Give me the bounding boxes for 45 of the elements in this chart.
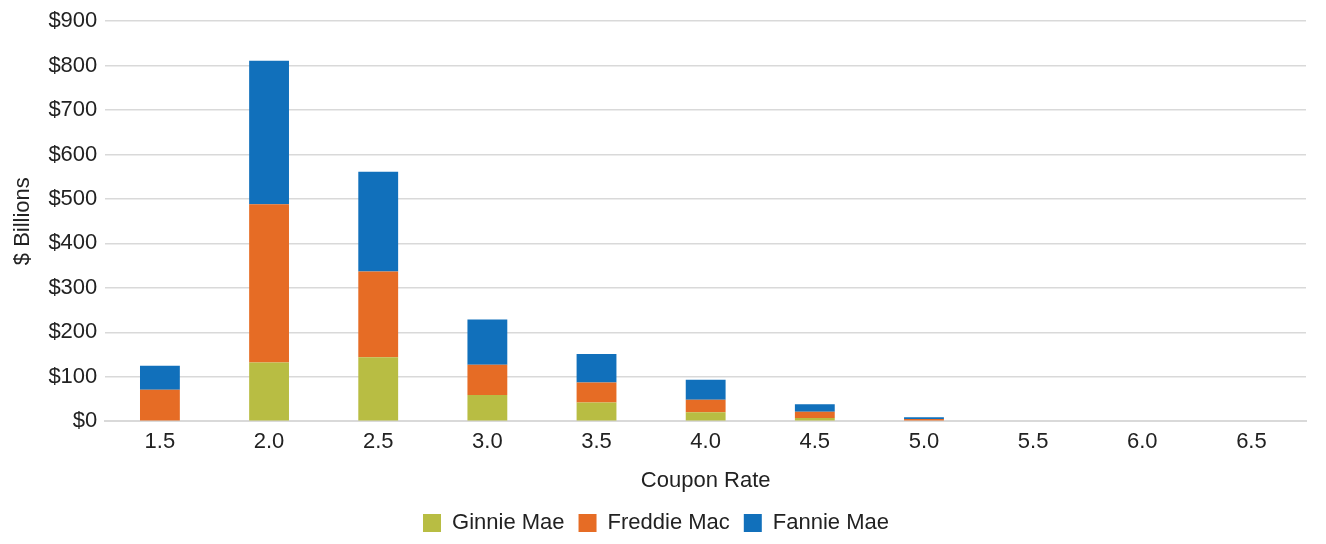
y-tick-label: $0 — [72, 407, 98, 433]
legend-label: Ginnie Mae — [452, 509, 565, 535]
y-tick-label: $700 — [48, 96, 98, 122]
bar — [576, 354, 617, 383]
y-tick-label: $100 — [48, 362, 98, 388]
x-tick-label: 5.5 — [1017, 428, 1049, 454]
x-tick-label: 3.5 — [581, 428, 612, 454]
bar — [685, 399, 726, 413]
x-tick-label: 4.5 — [799, 428, 831, 454]
y-tick-label: $500 — [48, 185, 98, 211]
bar — [685, 379, 726, 400]
x-tick-label: 4.0 — [690, 428, 721, 454]
bar — [358, 271, 399, 358]
bar — [467, 364, 508, 395]
y-axis-title: $ Billions — [9, 177, 35, 266]
x-tick-label: 2.0 — [253, 428, 285, 454]
y-tick-label: $600 — [48, 140, 98, 166]
bar — [358, 357, 399, 421]
bar — [358, 171, 399, 272]
y-tick-label: $800 — [48, 51, 98, 77]
y-tick-label: $400 — [48, 229, 98, 255]
bar — [685, 412, 726, 421]
x-tick-label: 5.0 — [908, 428, 940, 454]
bar — [576, 402, 617, 421]
x-axis-title: Coupon Rate — [640, 466, 771, 492]
y-tick-label: $300 — [48, 273, 98, 299]
x-tick-label: 6.0 — [1126, 428, 1158, 454]
bar — [576, 382, 617, 403]
bar — [794, 411, 835, 419]
x-tick-label: 3.0 — [472, 428, 503, 454]
x-tick-label: 6.5 — [1236, 428, 1267, 454]
bar — [249, 204, 289, 363]
bar — [249, 60, 289, 205]
bar — [140, 389, 180, 421]
y-tick-label: $900 — [48, 7, 98, 33]
legend-label: Fannie Mae — [772, 509, 889, 535]
bar — [467, 394, 508, 421]
y-tick-label: $200 — [48, 318, 98, 344]
bar — [794, 404, 835, 412]
bar — [467, 319, 508, 365]
bar — [140, 365, 180, 390]
legend-label: Freddie Mac — [607, 509, 730, 535]
x-tick-label: 2.5 — [362, 428, 394, 454]
bar — [249, 362, 289, 421]
x-tick-label: 1.5 — [144, 428, 176, 454]
